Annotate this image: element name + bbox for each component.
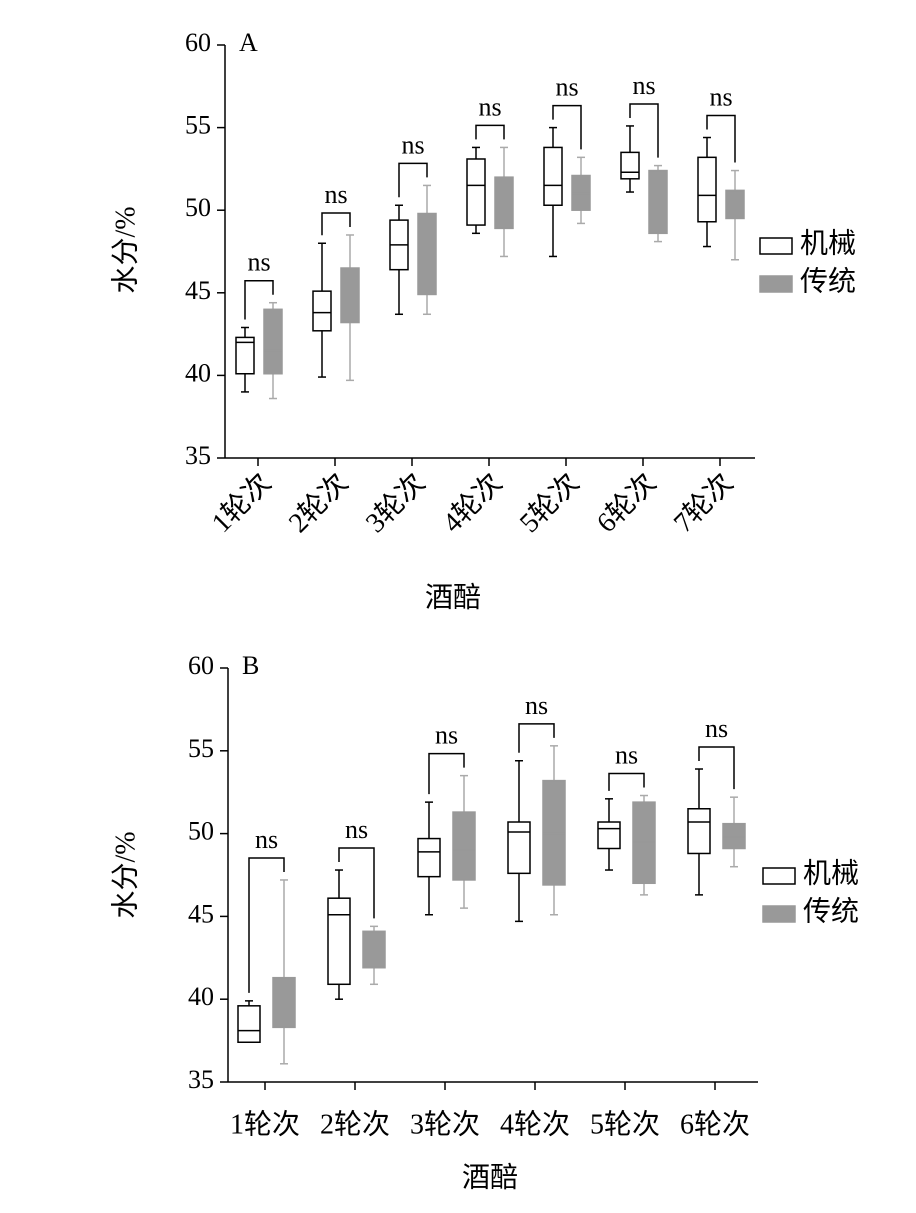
y-tick-label: 50 xyxy=(185,193,211,222)
annotation: ns xyxy=(525,691,548,720)
x-tick-label: 4轮次 xyxy=(500,1108,570,1140)
annotation: ns xyxy=(709,82,732,111)
x-tick-label: 4轮次 xyxy=(436,467,508,539)
box xyxy=(417,837,441,878)
box xyxy=(507,821,531,875)
legend-swatch xyxy=(762,867,796,885)
box xyxy=(452,811,476,881)
y-tick-label: 40 xyxy=(185,358,211,387)
annotation: ns xyxy=(401,130,424,159)
x-tick-label: 6轮次 xyxy=(590,467,662,539)
box xyxy=(542,779,566,886)
x-tick-label: 1轮次 xyxy=(230,1108,300,1140)
y-tick-label: 40 xyxy=(188,982,214,1011)
annotation: ns xyxy=(632,71,655,100)
significance-bracket xyxy=(321,212,351,236)
box xyxy=(263,308,283,375)
legend-label: 机械 xyxy=(803,857,859,889)
annotation: ns xyxy=(555,73,578,102)
x-tick-label: 2轮次 xyxy=(282,467,354,539)
legend-label: 传统 xyxy=(800,265,856,297)
significance-bracket xyxy=(698,746,735,790)
x-tick-label: 2轮次 xyxy=(320,1108,390,1140)
significance-bracket xyxy=(338,847,375,919)
y-tick-label: 60 xyxy=(185,28,211,57)
box xyxy=(237,1005,261,1044)
box xyxy=(340,267,360,324)
x-tick-label: 3轮次 xyxy=(359,467,431,539)
box xyxy=(543,146,563,206)
box xyxy=(235,336,255,375)
panel-label: B xyxy=(242,651,259,680)
legend-swatch xyxy=(759,275,793,293)
significance-bracket xyxy=(608,772,645,791)
box xyxy=(417,212,437,296)
significance-bracket xyxy=(518,723,555,753)
x-tick-label: 1轮次 xyxy=(205,467,277,539)
box xyxy=(632,801,656,885)
annotation: ns xyxy=(324,180,347,209)
significance-bracket xyxy=(244,279,274,320)
x-tick-label: 3轮次 xyxy=(410,1108,480,1140)
significance-bracket xyxy=(475,124,505,140)
annotation: ns xyxy=(345,815,368,844)
annotation: ns xyxy=(247,248,270,277)
significance-bracket xyxy=(706,114,736,163)
legend-label: 机械 xyxy=(800,227,856,259)
x-tick-label: 6轮次 xyxy=(680,1108,750,1140)
x-axis-label: 酒醅 xyxy=(462,1161,518,1193)
x-tick-label: 7轮次 xyxy=(667,467,739,539)
box xyxy=(725,189,745,220)
legend-swatch xyxy=(762,905,796,923)
box xyxy=(620,151,640,180)
box xyxy=(697,156,717,223)
y-tick-label: 55 xyxy=(188,734,214,763)
significance-bracket xyxy=(428,752,465,795)
annotation: ns xyxy=(478,92,501,121)
legend-swatch xyxy=(759,237,793,255)
y-tick-label: 60 xyxy=(188,651,214,680)
box xyxy=(327,897,351,986)
x-tick-label: 5轮次 xyxy=(513,467,585,539)
significance-bracket xyxy=(552,104,582,150)
y-axis-label: 水分/% xyxy=(109,831,141,918)
box xyxy=(687,808,711,855)
box xyxy=(722,822,746,850)
y-tick-label: 35 xyxy=(188,1065,214,1094)
panel-label: A xyxy=(239,28,258,57)
y-tick-label: 35 xyxy=(185,441,211,470)
legend-label: 传统 xyxy=(803,895,859,927)
box xyxy=(494,176,514,230)
box xyxy=(571,174,591,211)
annotation: ns xyxy=(705,714,728,743)
y-axis-label: 水分/% xyxy=(109,206,141,293)
y-tick-label: 45 xyxy=(188,899,214,928)
y-tick-label: 50 xyxy=(188,817,214,846)
x-tick-label: 5轮次 xyxy=(590,1108,660,1140)
significance-bracket xyxy=(629,103,659,158)
box xyxy=(272,976,296,1029)
significance-bracket xyxy=(398,162,428,198)
annotation: ns xyxy=(615,740,638,769)
annotation: ns xyxy=(435,721,458,750)
box xyxy=(597,821,621,850)
box xyxy=(312,290,332,332)
y-tick-label: 55 xyxy=(185,111,211,140)
x-axis-label: 酒醅 xyxy=(425,581,481,613)
y-tick-label: 45 xyxy=(185,276,211,305)
significance-bracket xyxy=(248,857,285,993)
box xyxy=(466,158,486,226)
annotation: ns xyxy=(255,825,278,854)
